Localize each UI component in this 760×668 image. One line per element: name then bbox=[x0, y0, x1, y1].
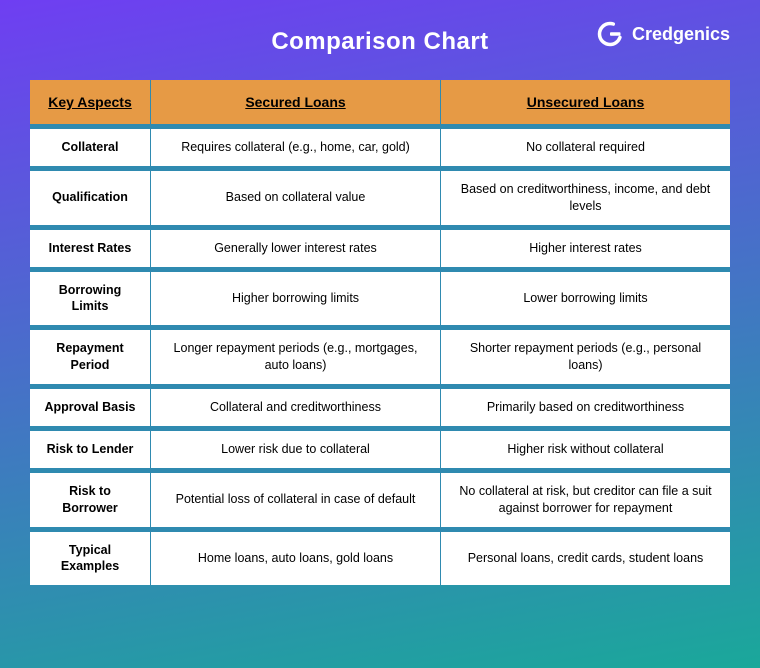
brand-name: Credgenics bbox=[632, 24, 730, 45]
secured-cell: Based on collateral value bbox=[150, 166, 440, 225]
unsecured-cell: Based on creditworthiness, income, and d… bbox=[440, 166, 730, 225]
col-header-unsecured: Unsecured Loans bbox=[440, 80, 730, 124]
table-row: Borrowing LimitsHigher borrowing limitsL… bbox=[30, 267, 730, 326]
unsecured-cell: Higher interest rates bbox=[440, 225, 730, 267]
chart-canvas: Comparison Chart Credgenics Key Aspects … bbox=[0, 0, 760, 668]
table-body: CollateralRequires collateral (e.g., hom… bbox=[30, 124, 730, 585]
aspect-cell: Collateral bbox=[30, 124, 150, 166]
col-header-key-aspects: Key Aspects bbox=[30, 80, 150, 124]
table-row: Repayment PeriodLonger repayment periods… bbox=[30, 325, 730, 384]
unsecured-cell: No collateral required bbox=[440, 124, 730, 166]
aspect-cell: Typical Examples bbox=[30, 527, 150, 586]
aspect-cell: Risk to Borrower bbox=[30, 468, 150, 527]
comparison-table: Key Aspects Secured Loans Unsecured Loan… bbox=[30, 80, 730, 585]
aspect-cell: Repayment Period bbox=[30, 325, 150, 384]
header-row: Comparison Chart Credgenics bbox=[30, 18, 730, 66]
unsecured-cell: No collateral at risk, but creditor can … bbox=[440, 468, 730, 527]
table-row: Approval BasisCollateral and creditworth… bbox=[30, 384, 730, 426]
secured-cell: Generally lower interest rates bbox=[150, 225, 440, 267]
secured-cell: Collateral and creditworthiness bbox=[150, 384, 440, 426]
brand-block: Credgenics bbox=[596, 20, 730, 48]
unsecured-cell: Primarily based on creditworthiness bbox=[440, 384, 730, 426]
secured-cell: Higher borrowing limits bbox=[150, 267, 440, 326]
table-row: Typical ExamplesHome loans, auto loans, … bbox=[30, 527, 730, 586]
secured-cell: Requires collateral (e.g., home, car, go… bbox=[150, 124, 440, 166]
unsecured-cell: Higher risk without collateral bbox=[440, 426, 730, 468]
col-header-secured: Secured Loans bbox=[150, 80, 440, 124]
secured-cell: Lower risk due to collateral bbox=[150, 426, 440, 468]
table-row: QualificationBased on collateral valueBa… bbox=[30, 166, 730, 225]
table-row: CollateralRequires collateral (e.g., hom… bbox=[30, 124, 730, 166]
aspect-cell: Interest Rates bbox=[30, 225, 150, 267]
unsecured-cell: Lower borrowing limits bbox=[440, 267, 730, 326]
secured-cell: Longer repayment periods (e.g., mortgage… bbox=[150, 325, 440, 384]
unsecured-cell: Personal loans, credit cards, student lo… bbox=[440, 527, 730, 586]
secured-cell: Potential loss of collateral in case of … bbox=[150, 468, 440, 527]
table-row: Interest RatesGenerally lower interest r… bbox=[30, 225, 730, 267]
brand-logo-icon bbox=[596, 20, 624, 48]
aspect-cell: Approval Basis bbox=[30, 384, 150, 426]
unsecured-cell: Shorter repayment periods (e.g., persona… bbox=[440, 325, 730, 384]
table-row: Risk to BorrowerPotential loss of collat… bbox=[30, 468, 730, 527]
page-title: Comparison Chart bbox=[271, 28, 488, 56]
table-row: Risk to LenderLower risk due to collater… bbox=[30, 426, 730, 468]
table-header-row: Key Aspects Secured Loans Unsecured Loan… bbox=[30, 80, 730, 124]
secured-cell: Home loans, auto loans, gold loans bbox=[150, 527, 440, 586]
aspect-cell: Borrowing Limits bbox=[30, 267, 150, 326]
aspect-cell: Risk to Lender bbox=[30, 426, 150, 468]
aspect-cell: Qualification bbox=[30, 166, 150, 225]
